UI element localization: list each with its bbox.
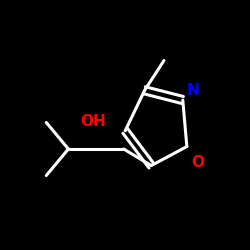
Text: OH: OH: [80, 114, 106, 129]
Text: O: O: [191, 155, 204, 170]
Text: N: N: [187, 84, 200, 98]
